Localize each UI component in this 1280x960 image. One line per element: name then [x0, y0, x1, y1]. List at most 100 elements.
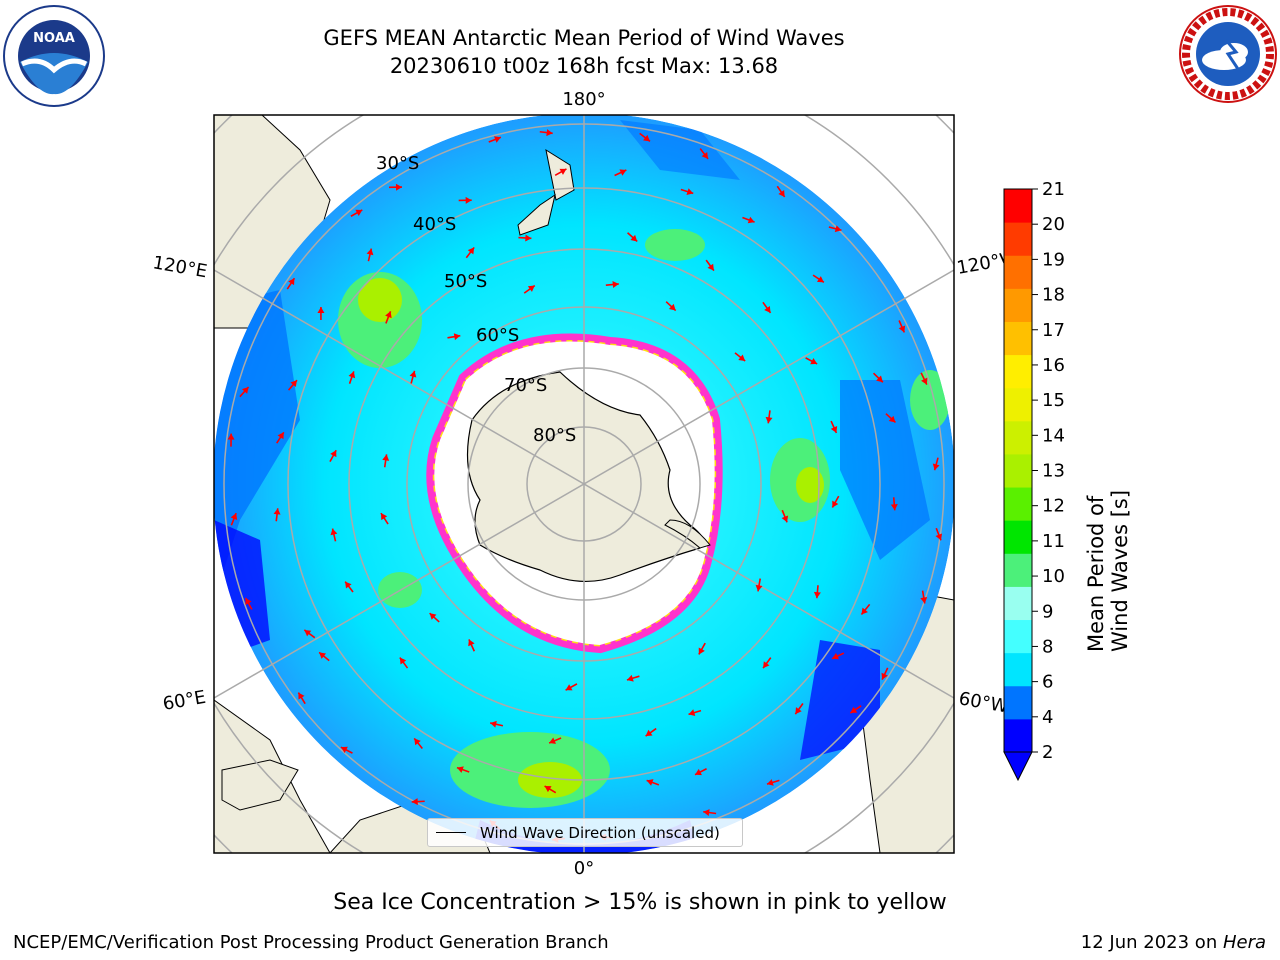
wind-arrow-head	[245, 597, 252, 605]
colorbar-tick-label: 14	[1042, 425, 1065, 446]
wind-arrow-head	[456, 766, 464, 773]
sea-ice-note: Sea Ice Concentration > 15% is shown in …	[333, 890, 947, 915]
lon-label-180: 180°	[562, 89, 605, 110]
wind-arrow-head	[273, 508, 281, 515]
chart-subtitle: 20230610 t00z 168h fcst Max: 13.68	[389, 54, 779, 78]
colorbar-tick-label: 15	[1042, 390, 1065, 411]
lat-label-70: 70°S	[504, 375, 547, 396]
colorbar-tick-label: 2	[1042, 742, 1053, 763]
wind-arrow-head	[429, 613, 437, 620]
chart-title: GEFS MEAN Antarctic Mean Period of Wind …	[323, 26, 845, 50]
wind-arrow-head	[898, 325, 906, 333]
lon-label-0: 0°	[574, 858, 594, 879]
wind-arrow-head	[921, 377, 928, 385]
legend-line-icon	[436, 832, 466, 833]
wind-arrow-head	[810, 358, 818, 365]
footer-left: NCEP/EMC/Verification Post Processing Pr…	[13, 932, 609, 953]
colorbar-tick-label: 10	[1042, 566, 1065, 587]
wind-arrow-head	[707, 263, 714, 271]
wind-arrow-head	[619, 169, 627, 176]
wind-arrows	[227, 129, 943, 843]
colorbar-segment	[1004, 553, 1032, 587]
wind-arrow-head	[559, 168, 567, 175]
wind-arrow-head	[414, 738, 421, 746]
wind-arrow-head	[345, 581, 352, 589]
colorbar-segment	[1004, 222, 1032, 256]
colorbar-segment	[1004, 321, 1032, 356]
colorbar-tick-label: 18	[1042, 285, 1065, 306]
wind-arrow-head	[227, 433, 235, 440]
colorbar-segment	[1004, 586, 1032, 621]
colorbar-tick-label: 20	[1042, 214, 1065, 235]
wind-arrow-head	[527, 285, 535, 292]
wind-arrow-head	[382, 454, 390, 461]
wind-arrow-head	[686, 188, 694, 195]
wind-arrow-head	[935, 533, 943, 541]
colorbar-tick-label: 4	[1042, 707, 1053, 728]
colorbar-segment	[1004, 387, 1032, 422]
wind-arrow-head	[298, 692, 305, 700]
wind-arrow-head	[399, 657, 407, 665]
wind-arrow-head	[355, 209, 363, 216]
nws-logo	[1179, 5, 1277, 103]
wind-arrow-head	[755, 584, 763, 592]
wind-arrow-head	[816, 276, 824, 283]
colorbar-segment	[1004, 718, 1032, 753]
wind-arrow-head	[920, 596, 928, 604]
noaa-logo-text: NOAA	[33, 31, 75, 46]
wind-arrow-head	[230, 513, 238, 520]
wind-arrow-head	[890, 504, 898, 511]
lat-label-60: 60°S	[476, 325, 519, 346]
colorbar-tick-label: 9	[1042, 601, 1053, 622]
lat-label-40: 40°S	[413, 214, 456, 235]
wind-arrow-head	[645, 729, 653, 737]
legend-label: Wind Wave Direction (unscaled)	[480, 823, 720, 842]
wind-arrow-head	[366, 248, 374, 256]
map-frame	[213, 114, 955, 854]
wind-arrow-head	[565, 684, 573, 691]
wind-arrow-head	[380, 513, 388, 521]
wind-arrow-head	[695, 768, 702, 776]
colorbar-tick-label: 11	[1042, 531, 1065, 552]
wind-arrow-head	[646, 779, 654, 786]
wind-arrow-head	[738, 354, 746, 361]
wind-arrow-head	[411, 798, 418, 806]
wind-arrow-head	[861, 607, 868, 615]
wind-arrow-head	[765, 416, 773, 424]
wind-arrow-head	[317, 307, 325, 314]
wind-arrow-head	[763, 661, 770, 669]
wind-arrow-head	[241, 386, 249, 394]
wind-arrow-head	[688, 709, 696, 716]
wind-arrow-head	[288, 278, 295, 286]
colorbar-label: Mean Period of Wind Waves [s]	[1084, 489, 1132, 652]
colorbar-segment	[1004, 288, 1032, 322]
wind-arrow-head	[668, 303, 676, 311]
colorbar-segment	[1004, 619, 1032, 654]
wind-arrow-head	[395, 183, 402, 191]
wind-arrow-head	[876, 375, 883, 383]
colorbar-extend-arrow	[1003, 751, 1033, 782]
wind-arrow-head	[468, 639, 475, 647]
lat-label-80: 80°S	[533, 425, 576, 446]
lon-label-60e: 60°E	[161, 687, 207, 715]
wind-arrow-head	[888, 415, 896, 423]
wind-arrow-head	[747, 216, 755, 224]
wind-arrow-head	[701, 152, 709, 159]
wind-arrow-head	[348, 371, 356, 379]
wind-arrow-head	[698, 647, 705, 655]
colorbar-segment	[1004, 685, 1032, 720]
colorbar-tick-label: 8	[1042, 636, 1053, 657]
wind-arrow-head	[850, 706, 858, 714]
wind-arrow-head	[881, 672, 888, 680]
footer-host: Hera	[1222, 932, 1266, 953]
colorbar-segment	[1004, 189, 1032, 223]
wind-arrow-head	[778, 190, 785, 197]
footer-date: 12 Jun 2023 on	[1080, 932, 1223, 953]
land-madagascar	[221, 759, 299, 811]
colorbar-segment	[1004, 420, 1032, 455]
wind-arrow-head	[494, 136, 501, 143]
lat-label-30: 30°S	[376, 153, 419, 174]
wind-arrow-head	[385, 311, 392, 319]
wind-arrow-head	[766, 779, 774, 786]
